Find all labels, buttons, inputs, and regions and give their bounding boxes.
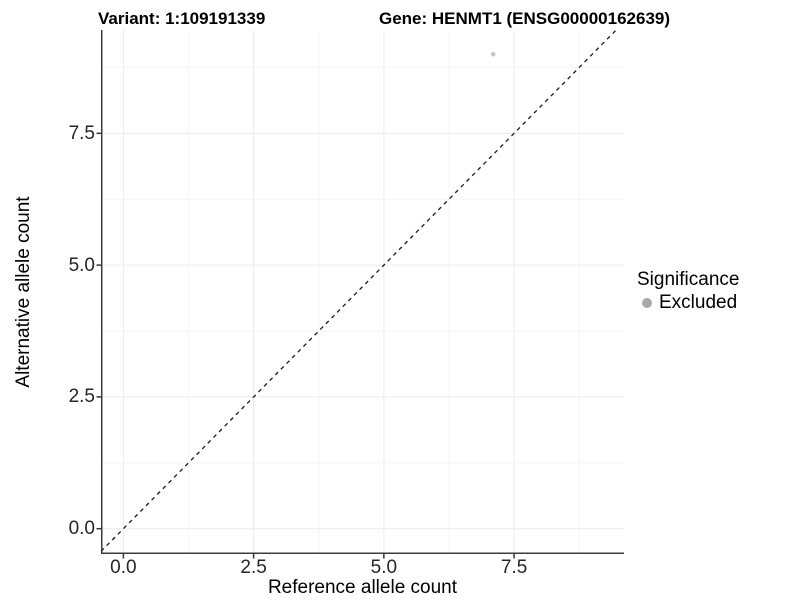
legend-item-label: Excluded [659, 292, 738, 313]
y-tick-label: 0.0 [68, 518, 95, 540]
y-tick-label: 2.5 [68, 386, 95, 408]
data-point [490, 51, 496, 57]
x-axis-title: Reference allele count [267, 577, 458, 598]
legend-point-icon [642, 298, 652, 308]
y-tick-label: 5.0 [68, 254, 95, 276]
plot-panel [96, 29, 624, 559]
x-tick-label: 5.0 [370, 557, 398, 578]
plot-title-variant: Variant: 1:109191339 [98, 9, 266, 28]
identity-dashed-line [100, 29, 617, 552]
y-axis-title: Alternative allele count [13, 196, 34, 388]
plot-title-gene: Gene: HENMT1 (ENSG00000162639) [379, 9, 671, 28]
legend-item-excluded: Excluded [637, 292, 739, 314]
y-tick-label: 7.5 [68, 122, 95, 144]
x-tick-label: 0.0 [110, 557, 137, 578]
plot-panel-canvas [96, 29, 624, 559]
legend-title: Significance [637, 269, 740, 290]
x-tick-label: 2.5 [240, 557, 267, 578]
x-tick-label: 7.5 [500, 557, 528, 578]
legend: Significance Excluded [637, 269, 739, 314]
